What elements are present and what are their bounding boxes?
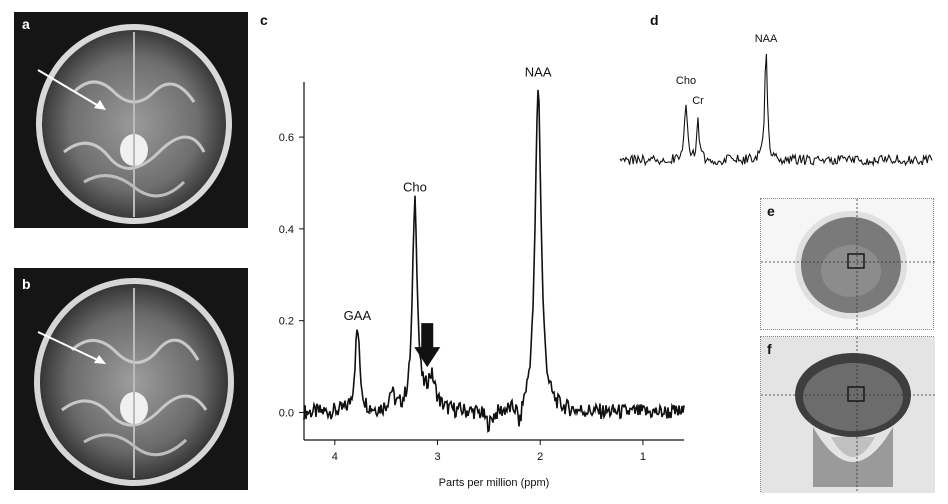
spectrum-chart-d: Cho Cr NAA [619, 33, 933, 167]
panel-label-c: c [260, 12, 268, 28]
mri-image-b [34, 278, 234, 486]
x-tick-label: 2 [537, 451, 543, 463]
spectrum-panel-c: c 0.0 0.2 0.4 0.6 4 3 2 1 Parts per million (ppm… [256, 8, 696, 496]
peak-label: NAA [525, 65, 552, 80]
panel-label-b: b [22, 276, 31, 292]
spectrum-panel-d: d Cho Cr NAA [616, 8, 938, 188]
y-tick-label: 0.6 [279, 132, 294, 144]
spectrum-line-c [303, 89, 685, 433]
spectrum-line-d [619, 53, 933, 167]
panel-label-e: e [767, 203, 775, 219]
mri-panel-b: b [14, 268, 248, 490]
y-tick-label: 0.0 [279, 407, 294, 419]
arrow-a [37, 69, 103, 109]
peak-label: Cr [692, 95, 704, 107]
down-arrow-icon [414, 323, 441, 368]
mri-panel-a: a [14, 12, 248, 228]
x-tick-label: 4 [332, 451, 338, 463]
x-tick-label: 3 [434, 451, 440, 463]
panel-label-a: a [22, 16, 30, 32]
voxel-box-f [847, 386, 865, 402]
panel-label-d: d [650, 12, 659, 28]
x-tick-label: 1 [640, 451, 646, 463]
localizer-panel-e: e [760, 198, 935, 331]
peak-label: Cho [403, 179, 427, 194]
localizer-image-f [761, 337, 935, 493]
panel-label-f: f [767, 341, 772, 357]
y-tick-label: 0.4 [279, 224, 294, 236]
localizer-image-e [761, 199, 935, 331]
localizer-panel-f: f [760, 336, 935, 493]
peak-label: GAA [344, 308, 372, 323]
peak-label: NAA [755, 33, 778, 45]
x-axis-label: Parts per million (ppm) [439, 477, 550, 489]
peak-label: Cho [676, 75, 696, 87]
voxel-box-e [847, 253, 865, 269]
mri-image-a [36, 24, 232, 224]
arrow-b [37, 331, 103, 363]
y-tick-label: 0.2 [279, 316, 294, 328]
